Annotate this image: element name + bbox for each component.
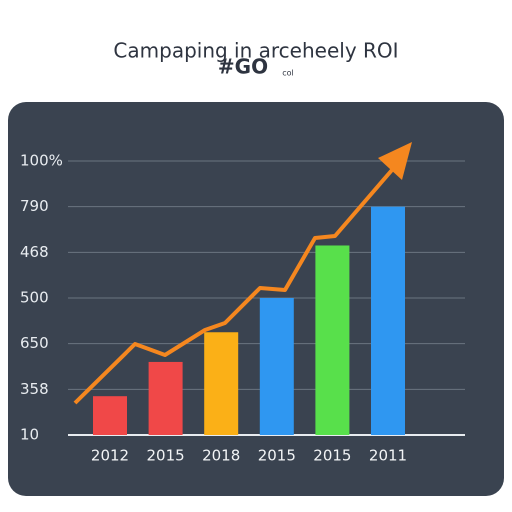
x-tick-label: 2011: [369, 447, 407, 465]
arrow-head: [378, 142, 412, 180]
trend-arrow: [73, 142, 412, 405]
annotation: col: [282, 69, 294, 78]
bar: [315, 245, 350, 435]
x-tick-label: 2012: [91, 447, 129, 465]
x-tick-label: 2015: [258, 447, 296, 465]
bar: [371, 206, 405, 435]
bar: [204, 332, 239, 435]
y-tick-label: 100%: [20, 152, 63, 170]
x-tick-label: 2015: [313, 447, 351, 465]
y-tick-label: 790: [20, 197, 49, 215]
x-tick-label: 2018: [202, 447, 240, 465]
trend-line: [73, 168, 394, 405]
y-tick-label: 358: [20, 380, 49, 398]
chart-title: Campaping in arceheely ROI: [113, 39, 398, 63]
x-tick-label: 2015: [147, 447, 185, 465]
bar: [93, 396, 127, 435]
bar: [259, 298, 294, 435]
bar: [148, 361, 183, 435]
plot-area: 10 358 650 500 468 790 100% 2012 2015 2018 2015 201…: [20, 152, 465, 465]
y-tick-label: 500: [20, 289, 49, 307]
y-tick-label: 650: [20, 334, 49, 352]
y-tick-label: 468: [20, 243, 49, 261]
chart-subtitle: #GO: [218, 55, 268, 79]
y-tick-label: 10: [20, 426, 39, 444]
